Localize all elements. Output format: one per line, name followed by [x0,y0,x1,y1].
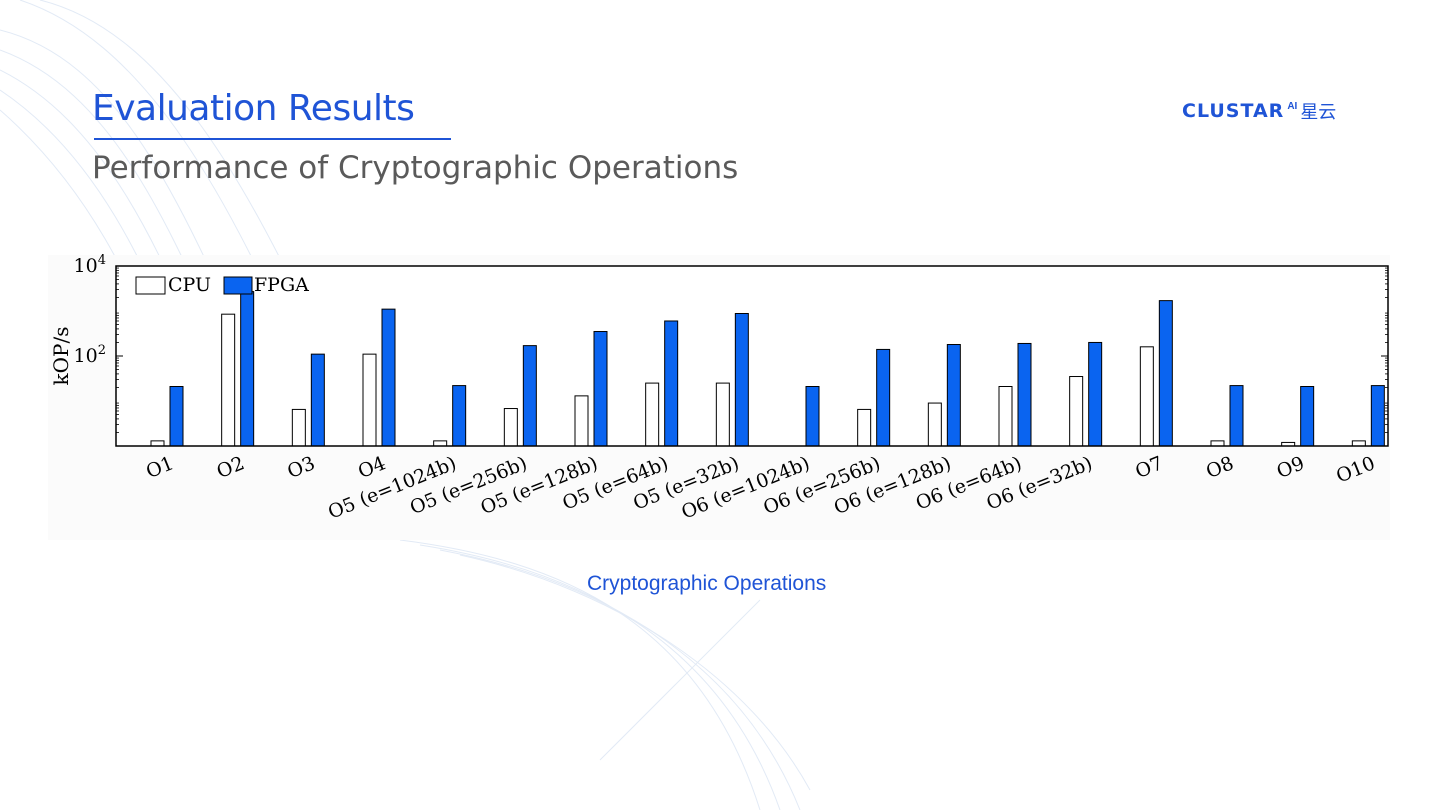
cpu-bar [715,382,730,447]
legend-swatch-fpga [223,276,253,295]
fpga-bar [946,344,961,447]
legend-label-fpga: FPGA [254,274,309,296]
y-tick-label: 104 [74,253,106,277]
x-tick-label: O4 [355,452,389,483]
fpga-bar [169,386,184,447]
fpga-bar [593,331,608,447]
fpga-bar [310,353,325,447]
logo-chinese-text: 星云 [1300,102,1337,122]
fpga-bar [1300,386,1315,447]
cpu-bar [503,408,518,447]
fpga-bar [1158,300,1173,447]
slide-subtitle: Performance of Cryptographic Operations [92,150,739,186]
slide-title: Evaluation Results [92,88,415,129]
fpga-bar [876,348,891,447]
cpu-bar [221,313,236,447]
legend-label-cpu: CPU [168,274,211,296]
logo-ai-mark: AI [1287,100,1298,112]
cpu-bar [574,395,589,447]
y-axis-label: kOP/s [49,327,73,386]
company-logo: CLUSTAR AI 星云 [1182,98,1336,124]
cpu-bar [1069,376,1084,447]
y-tick-label: 102 [74,343,106,367]
fpga-bar [664,320,679,447]
cpu-bar [998,386,1013,447]
fpga-bar [522,345,537,447]
x-tick-label: O9 [1274,452,1308,483]
x-tick-label: O1 [143,452,177,483]
fpga-bar [734,312,749,447]
x-tick-label: O8 [1203,452,1237,483]
legend: CPU FPGA [135,274,309,296]
x-axis-title: Cryptographic Operations [587,572,827,595]
fpga-bar [381,308,396,447]
cpu-bar [927,402,942,447]
fpga-bar [1370,385,1385,447]
cpu-bar [291,408,306,447]
fpga-bar [805,386,820,447]
cpu-bar [857,408,872,447]
x-tick-label: O3 [284,452,318,483]
x-tick-label: O2 [214,452,248,483]
fpga-bar [452,385,467,447]
cpu-bar [1210,440,1225,447]
fpga-bar [240,291,255,447]
cpu-bar [645,382,660,447]
plot-frame [115,265,1389,447]
cpu-bar [433,440,448,447]
fpga-bar [1088,341,1103,447]
cpu-bar [150,440,165,447]
plot-area [116,266,1388,446]
fpga-bar [1229,385,1244,447]
legend-swatch-cpu [135,276,166,295]
cpu-bar [1139,346,1154,447]
x-tick-label: O10 [1333,452,1378,487]
cpu-bar [362,353,377,447]
title-underline [94,138,451,140]
x-tick-label: O7 [1132,452,1166,483]
cpu-bar [1351,440,1366,447]
fpga-bar [1017,342,1032,447]
logo-wordmark: CLUSTAR [1182,100,1285,122]
